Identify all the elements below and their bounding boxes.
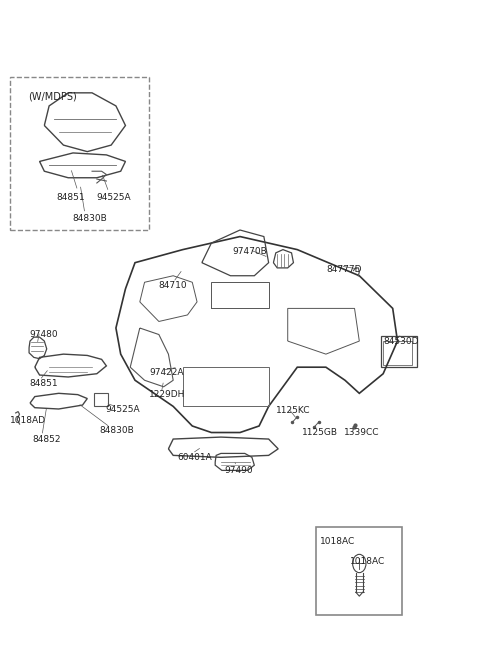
Text: 84851: 84851 xyxy=(56,193,85,202)
Text: 84530D: 84530D xyxy=(383,337,419,346)
Text: 60401A: 60401A xyxy=(177,453,212,462)
Text: 84830B: 84830B xyxy=(99,426,134,435)
Text: 84851: 84851 xyxy=(29,379,58,388)
Text: 94525A: 94525A xyxy=(97,193,132,202)
Text: 1125KC: 1125KC xyxy=(276,407,310,415)
Text: 1125GB: 1125GB xyxy=(302,428,338,437)
Text: 1229DH: 1229DH xyxy=(149,390,186,399)
Text: 97470B: 97470B xyxy=(233,247,267,256)
Text: 84830B: 84830B xyxy=(72,214,107,223)
Bar xyxy=(381,336,417,367)
Text: 84777D: 84777D xyxy=(326,265,361,274)
Text: 97480: 97480 xyxy=(29,330,58,339)
Text: 1018AD: 1018AD xyxy=(10,417,46,425)
Text: 97422A: 97422A xyxy=(149,368,184,377)
Text: 97490: 97490 xyxy=(225,466,253,475)
Text: 94525A: 94525A xyxy=(106,405,140,414)
Text: 84710: 84710 xyxy=(158,281,187,290)
Text: 84852: 84852 xyxy=(33,434,61,443)
Bar xyxy=(95,394,108,406)
Text: 1018AC: 1018AC xyxy=(320,537,355,546)
Text: (W/MDPS): (W/MDPS) xyxy=(28,91,76,101)
Bar xyxy=(383,341,412,365)
Text: 1339CC: 1339CC xyxy=(344,428,380,437)
Text: 1018AC: 1018AC xyxy=(350,558,385,566)
